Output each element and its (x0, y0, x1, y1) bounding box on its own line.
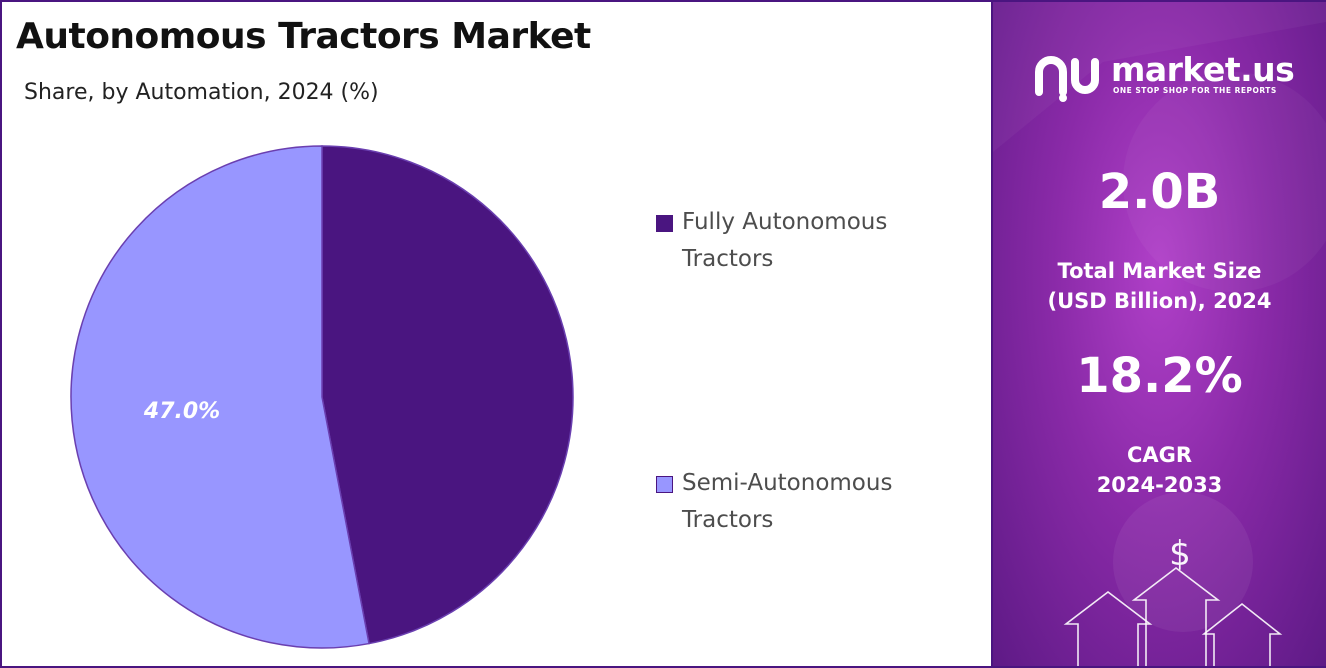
market-us-logo-icon (1035, 56, 1099, 102)
pie-slice-fully-autonomous (321, 145, 574, 645)
data-label-semi-autonomous: 47.0% (143, 399, 220, 424)
chart-panel: Autonomous Tractors Market Share, by Aut… (2, 2, 993, 666)
summary-panel: $ market.us ONE STOP SHOP FOR THE REPORT… (993, 2, 1326, 666)
arrow-up-icon (1063, 566, 1283, 666)
brand-name: market.us (1111, 50, 1295, 89)
legend-item-semi-autonomous: Semi-Autonomous Tractors (656, 465, 956, 545)
legend-swatch-fully-autonomous (656, 215, 673, 232)
market-size-label: Total Market Size (USD Billion), 2024 (1047, 259, 1272, 313)
legend-swatch-semi-autonomous (656, 476, 673, 493)
chart-subtitle: Share, by Automation, 2024 (%) (24, 80, 379, 105)
cagr-label: CAGR 2024-2033 (1096, 443, 1223, 497)
chart-title: Autonomous Tractors Market (16, 16, 591, 57)
cagr-value: 18.2% (1076, 348, 1243, 404)
legend-item-fully-autonomous: Fully Autonomous Tractors (656, 204, 956, 284)
market-size-value: 2.0B (1098, 164, 1221, 220)
dollar-symbol: $ (1169, 534, 1191, 574)
legend-label-fully-autonomous: Fully Autonomous Tractors (682, 209, 888, 272)
brand-logo: market.us ONE STOP SHOP FOR THE REPORTS (1035, 50, 1315, 110)
legend-label-semi-autonomous: Semi-Autonomous Tractors (682, 470, 893, 533)
pie-slice-semi-autonomous (70, 145, 370, 649)
brand-tagline: ONE STOP SHOP FOR THE REPORTS (1113, 86, 1277, 95)
pie-chart: 47.0% (70, 145, 574, 649)
